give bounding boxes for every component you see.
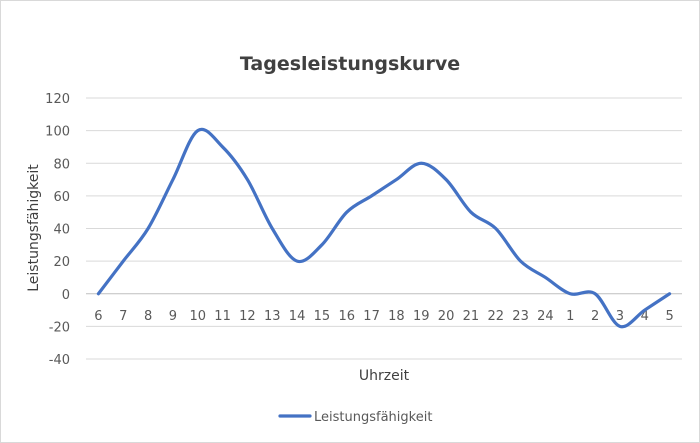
- x-tick-label: 14: [289, 309, 306, 324]
- y-axis-title: Leistungsfähigkeit: [26, 164, 42, 292]
- legend-label-leistungsfaehigkeit: Leistungsfähigkeit: [314, 410, 432, 425]
- legend: Leistungsfähigkeit: [278, 410, 432, 425]
- x-tick-label: 5: [665, 309, 673, 324]
- x-tick-label: 13: [264, 309, 281, 324]
- x-tick-label: 19: [413, 309, 430, 324]
- x-tick-label: 10: [189, 309, 206, 324]
- x-tick-label: 17: [363, 309, 380, 324]
- x-tick-label: 23: [512, 309, 529, 324]
- series-line-0: [96, 127, 672, 329]
- x-tick-label: 8: [144, 309, 152, 324]
- x-axis-title: Uhrzeit: [359, 368, 410, 384]
- x-tick-label: 16: [338, 309, 355, 324]
- chart-title: Tagesleistungskurve: [240, 53, 460, 75]
- x-axis-ticks: 6 7 8 9 10 11 12 13 14 15 16 17 18 19 20 21 22 23 24 1 2 3 4 5: [94, 309, 673, 324]
- y-tick-label: 0: [62, 288, 70, 303]
- x-tick-label: 18: [388, 309, 405, 324]
- x-tick-label: 24: [537, 309, 554, 324]
- x-tick-label: 11: [214, 309, 231, 324]
- x-tick-label: 22: [487, 309, 504, 324]
- x-tick-label: 6: [94, 309, 102, 324]
- x-tick-label: 4: [641, 309, 649, 324]
- x-tick-label: 12: [239, 309, 256, 324]
- x-tick-label: 15: [314, 309, 331, 324]
- y-tick-label: 40: [53, 223, 70, 238]
- series-layer: [96, 127, 672, 329]
- x-tick-label: 7: [119, 309, 127, 324]
- x-tick-label: 2: [591, 309, 599, 324]
- y-tick-label: 60: [53, 190, 70, 205]
- x-tick-label: 20: [438, 309, 455, 324]
- y-tick-label: 20: [53, 255, 70, 270]
- x-tick-label: 3: [616, 309, 624, 324]
- y-tick-label: -20: [49, 320, 70, 335]
- x-tick-label: 21: [463, 309, 480, 324]
- y-tick-label: 80: [53, 157, 70, 172]
- y-axis-ticks: -40 -20 0 20 40 60 80 100 120: [45, 92, 70, 368]
- y-tick-label: -40: [49, 353, 70, 368]
- gridlines: [86, 97, 682, 360]
- x-tick-label: 9: [169, 309, 177, 324]
- x-tick-label: 1: [566, 309, 574, 324]
- y-tick-label: 120: [45, 92, 70, 107]
- y-tick-label: 100: [45, 125, 70, 140]
